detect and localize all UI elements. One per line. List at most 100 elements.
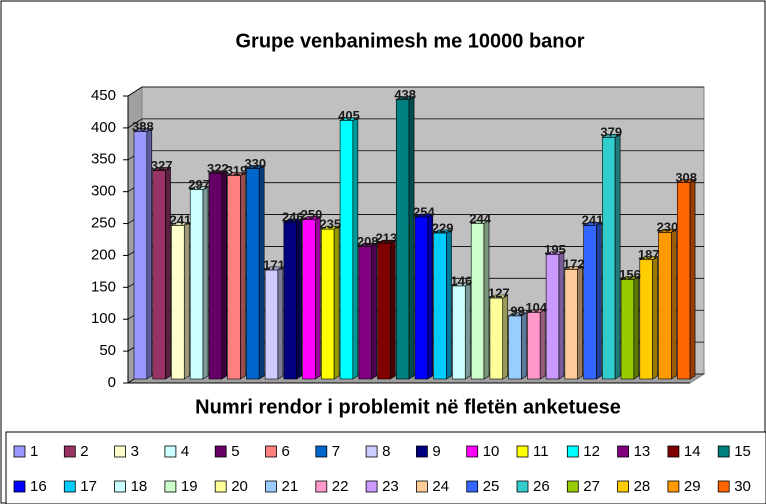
- legend-swatch: [667, 480, 680, 493]
- bar-side: [146, 128, 153, 380]
- legend-swatch: [466, 480, 479, 493]
- bar-side: [521, 312, 527, 380]
- bar: [189, 189, 204, 380]
- value-label: 244: [469, 211, 491, 226]
- y-tick-label: 0: [108, 374, 116, 391]
- bar: [583, 224, 597, 380]
- legend-label: 30: [734, 478, 751, 495]
- bar: [283, 221, 297, 380]
- bar: [395, 99, 410, 380]
- bar-side: [427, 213, 434, 380]
- bar: [358, 246, 372, 380]
- legend-swatch: [13, 480, 26, 493]
- value-label: 146: [451, 273, 473, 288]
- value-label: 229: [432, 220, 454, 235]
- bar: [246, 168, 260, 380]
- legend-swatch: [214, 445, 227, 458]
- bar: [489, 297, 504, 380]
- bar-side: [258, 165, 265, 380]
- legend-label: 2: [80, 443, 88, 460]
- y-tick-label: 150: [91, 278, 116, 295]
- legend-label: 1: [30, 443, 38, 460]
- legend-swatch: [164, 445, 177, 458]
- legend-swatch: [315, 445, 328, 458]
- bar: [227, 175, 241, 380]
- bar: [152, 170, 166, 380]
- chart-title: Grupe venbanimesh me 10000 banor: [235, 30, 584, 52]
- value-label: 308: [675, 170, 697, 185]
- legend-label: 24: [432, 478, 449, 495]
- value-label: 297: [188, 177, 210, 192]
- bar: [452, 285, 466, 380]
- bar-side: [183, 221, 190, 380]
- bar-side: [371, 242, 377, 380]
- bar: [676, 182, 691, 380]
- legend-label: 15: [734, 443, 751, 460]
- value-label: 104: [525, 300, 547, 315]
- value-label: 405: [338, 108, 360, 123]
- legend-swatch: [164, 480, 177, 493]
- legend-label: 18: [131, 478, 148, 495]
- value-label: 235: [319, 217, 341, 232]
- bar: [602, 136, 616, 380]
- legend-label: 11: [533, 443, 549, 460]
- bar: [302, 219, 316, 380]
- bar: [414, 216, 429, 380]
- bar: [564, 269, 578, 380]
- bar: [639, 259, 653, 380]
- legend-swatch: [265, 480, 277, 493]
- legend-label: 27: [583, 478, 600, 495]
- legend-label: 12: [583, 443, 600, 460]
- bar-side: [202, 186, 209, 380]
- value-label: 254: [413, 204, 435, 219]
- legend-label: 14: [684, 443, 701, 460]
- legend-swatch: [516, 445, 529, 458]
- legend-label: 10: [483, 443, 500, 460]
- bar-side: [352, 117, 359, 380]
- legend-label: 4: [181, 443, 189, 460]
- y-tick-label: 400: [91, 119, 116, 136]
- legend-swatch: [63, 445, 76, 458]
- legend-swatch: [617, 445, 629, 458]
- bar: [264, 269, 279, 380]
- y-tick-label: 250: [91, 215, 116, 232]
- legend-swatch: [214, 480, 227, 493]
- legend-label: 19: [181, 478, 198, 495]
- bar: [527, 312, 541, 380]
- legend-label: 3: [131, 443, 139, 460]
- legend-label: 22: [332, 478, 349, 495]
- legend-label: 23: [382, 478, 399, 495]
- bar: [658, 232, 672, 380]
- x-axis-label: Numri rendor i problemit në fletën anket…: [195, 396, 621, 418]
- legend-swatch: [466, 445, 479, 458]
- bar: [339, 120, 354, 380]
- bar: [508, 315, 522, 380]
- bar-side: [614, 133, 621, 380]
- value-label: 156: [619, 267, 641, 282]
- y-tick-label: 350: [91, 151, 116, 168]
- legend-label: 8: [382, 443, 390, 460]
- legend-box: [5, 431, 766, 504]
- legend-swatch: [114, 480, 126, 493]
- legend-swatch: [265, 445, 277, 458]
- bar: [620, 279, 635, 380]
- value-label: 127: [488, 285, 510, 300]
- bar: [208, 173, 223, 380]
- value-label: 250: [301, 207, 323, 222]
- grid-line: [127, 118, 704, 129]
- bar-side: [539, 309, 546, 380]
- legend-swatch: [365, 480, 378, 493]
- value-label: 230: [657, 220, 679, 235]
- value-label: 99: [510, 303, 524, 318]
- bar-side: [296, 218, 302, 380]
- legend-swatch: [566, 445, 579, 458]
- legend-swatch: [516, 480, 529, 493]
- value-label: 172: [563, 257, 585, 272]
- value-label: 327: [151, 158, 173, 173]
- legend-swatch: [365, 445, 378, 458]
- bar-side: [315, 216, 321, 380]
- legend-label: 5: [231, 443, 239, 460]
- legend-label: 7: [332, 443, 340, 460]
- legend-label: 9: [432, 443, 440, 460]
